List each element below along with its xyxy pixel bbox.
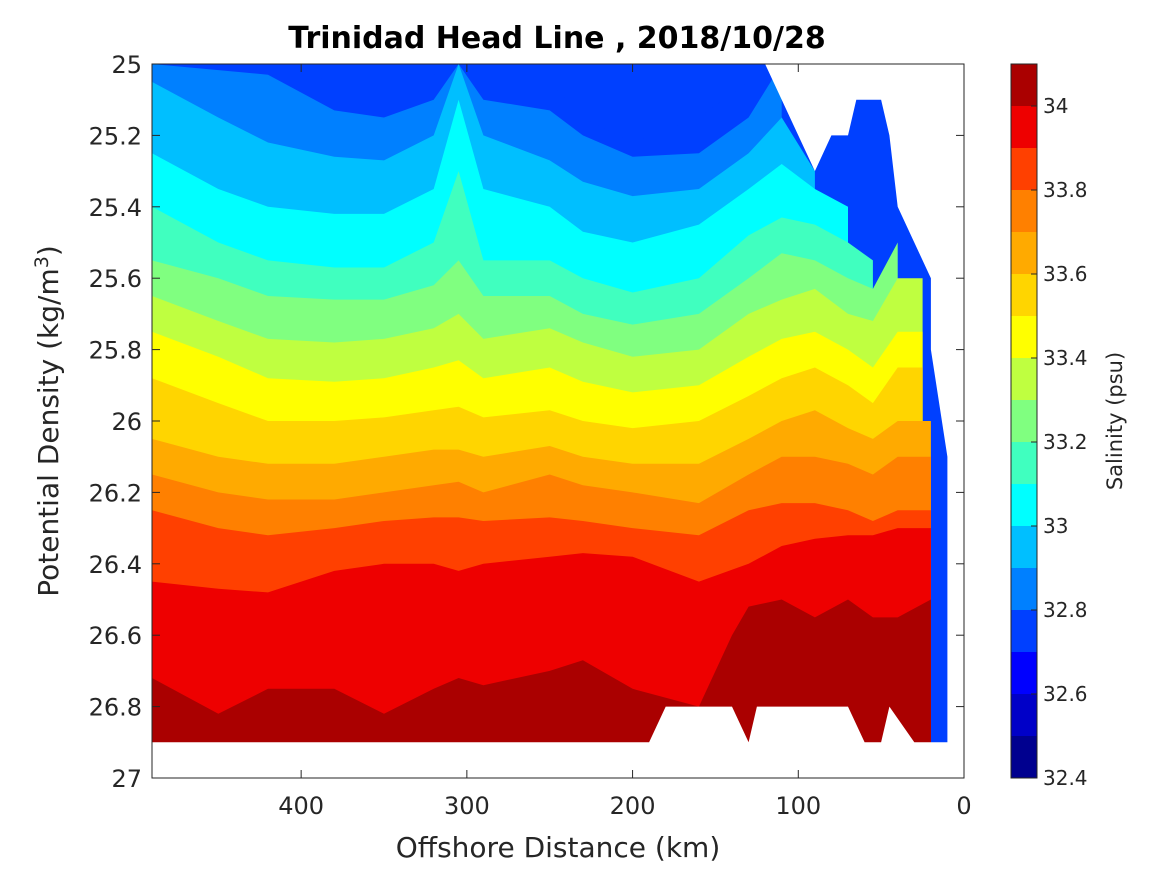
colorbar-segment: [1011, 442, 1037, 484]
y-tick-label: 27: [111, 765, 142, 793]
chart-title: Trinidad Head Line , 2018/10/28: [288, 21, 825, 56]
colorbar-segment: [1011, 652, 1037, 694]
x-tick-label: 400: [278, 792, 324, 820]
colorbar-tick-label: 33: [1043, 514, 1068, 538]
y-tick-label: 26.6: [89, 622, 142, 650]
x-tick-label: 200: [610, 792, 656, 820]
y-tick-label: 25: [111, 51, 142, 79]
colorbar-segment: [1011, 274, 1037, 316]
x-axis: 400 300 200 100 0: [278, 64, 972, 820]
y-tick-label: 25.8: [89, 337, 142, 365]
colorbar-tick-label: 32.6: [1043, 682, 1088, 706]
y-axis-label-superscript: 3: [31, 256, 53, 268]
colorbar-tick-label: 33.2: [1043, 430, 1088, 454]
colorbar: 32.4 32.6 32.8 33 33.2 33.4 33.6 33.8 34: [1010, 63, 1088, 790]
colorbar-segment: [1011, 358, 1037, 400]
colorbar-label: Salinity (psu): [1103, 352, 1127, 490]
colorbar-tick-label: 33.6: [1043, 262, 1088, 286]
colorbar-segment: [1011, 64, 1037, 106]
x-tick-label: 0: [956, 792, 971, 820]
y-tick-label: 25.6: [89, 265, 142, 293]
colorbar-tick-label: 32.8: [1043, 598, 1088, 622]
colorbar-segment: [1011, 568, 1037, 610]
colorbar-segment: [1011, 610, 1037, 652]
y-axis-label-close: ): [32, 245, 65, 256]
y-axis: 25 25.2 25.4 25.6 25.8 26 26.2 26.4 26.6 26.8 27: [89, 51, 964, 793]
x-tick-label: 300: [444, 792, 490, 820]
y-tick-label: 26.4: [89, 551, 142, 579]
colorbar-tick-label: 32.4: [1043, 766, 1088, 790]
colorbar-segment: [1011, 484, 1037, 526]
colorbar-segment: [1011, 148, 1037, 190]
colorbar-segment: [1011, 106, 1037, 148]
colorbar-tick-label: 33.8: [1043, 178, 1088, 202]
colorbar-segment: [1011, 232, 1037, 274]
colorbar-segment: [1011, 736, 1037, 778]
no-data-mask: [152, 64, 964, 778]
contour-layer: [152, 64, 964, 778]
colorbar-frame: [1010, 63, 1038, 779]
x-axis-label: Offshore Distance (km): [396, 831, 721, 864]
y-tick-label: 25.2: [89, 122, 142, 150]
colorbar-segment: [1011, 694, 1037, 736]
colorbar-tick-label: 33.4: [1043, 346, 1088, 370]
blank-top-right: [765, 64, 964, 778]
x-tick-label: 100: [775, 792, 821, 820]
y-tick-label: 26.8: [89, 694, 142, 722]
y-tick-label: 26: [111, 408, 142, 436]
colorbar-segment: [1011, 316, 1037, 358]
y-tick-label: 25.4: [89, 194, 142, 222]
blank-bottom: [152, 706, 964, 778]
colorbar-segment: [1011, 190, 1037, 232]
colorbar-segment: [1011, 526, 1037, 568]
y-axis-label: Potential Density (kg/m3): [31, 245, 65, 597]
colorbar-segment: [1011, 400, 1037, 442]
y-tick-label: 26.2: [89, 479, 142, 507]
y-axis-label-main: Potential Density (kg/m: [32, 268, 65, 597]
colorbar-tick-label: 34: [1043, 94, 1068, 118]
